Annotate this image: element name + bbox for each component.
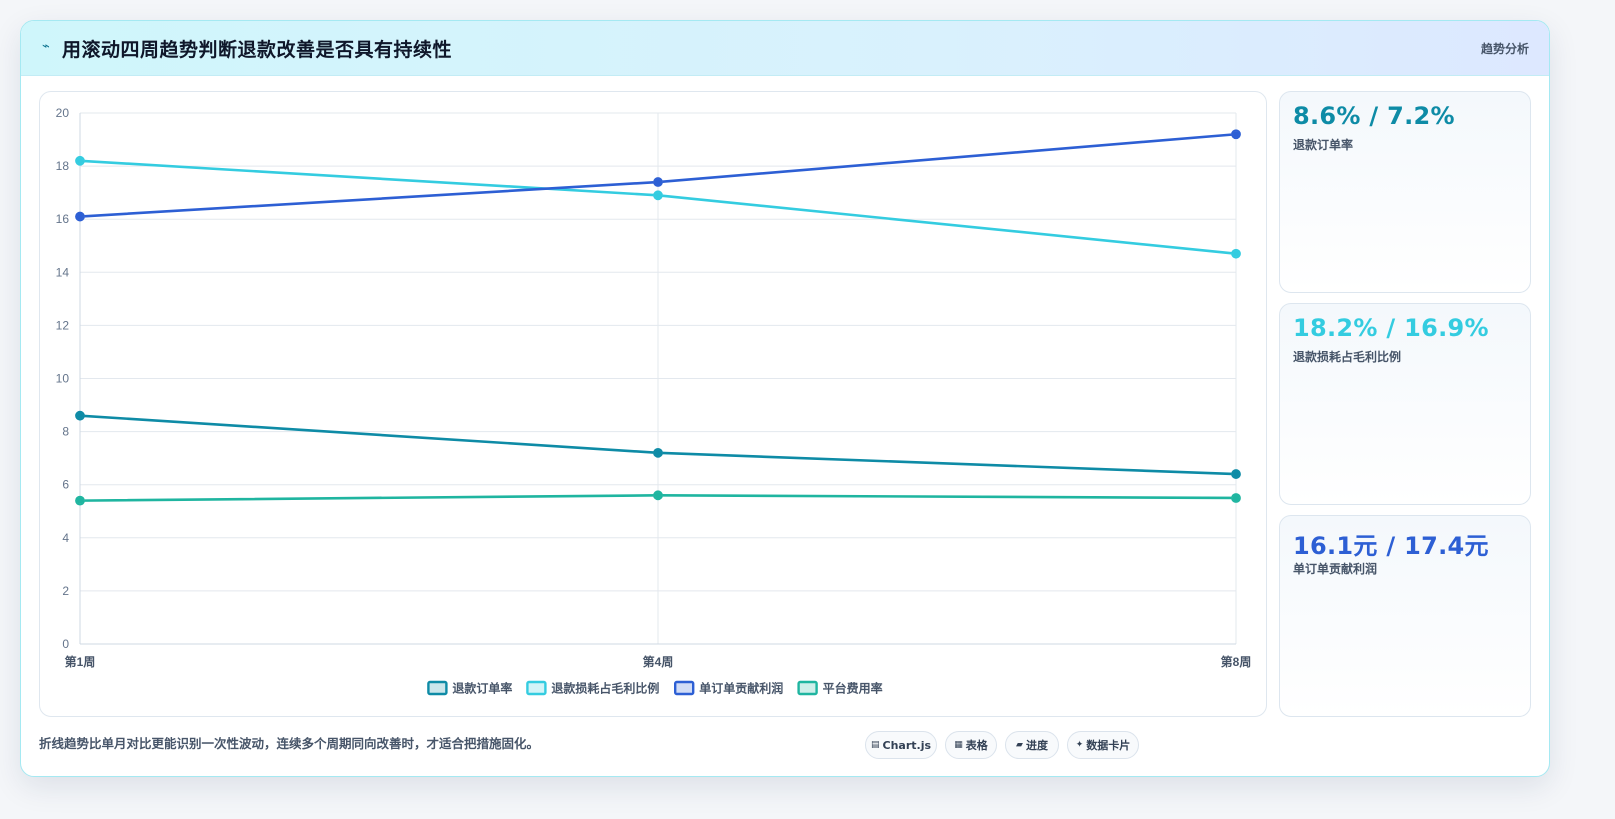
legend-label: 退款订单率	[452, 681, 512, 696]
y-tick-label: 2	[62, 584, 69, 598]
chip-data-card[interactable]: ✦ 数据卡片	[1067, 731, 1139, 759]
page-title: 用滚动四周趋势判断退款改善是否具有持续性	[62, 39, 453, 61]
data-point-ring	[653, 447, 663, 458]
lightning-icon: ⌁	[42, 39, 50, 54]
data-point-ring	[75, 410, 85, 421]
chip-label: 进度	[1025, 739, 1048, 752]
legend-swatch	[427, 680, 448, 696]
legend-label: 平台费用率	[823, 681, 883, 696]
kpi-label: 退款损耗占毛利比例	[1293, 350, 1402, 364]
kpi-label: 单订单贡献利润	[1293, 562, 1378, 576]
data-point-ring	[1231, 493, 1241, 503]
table-icon: ▦	[954, 740, 963, 750]
trend-card: ⌁ 用滚动四周趋势判断退款改善是否具有持续性 趋势分析 0 2 4 6 8 10 12 14 1…	[20, 20, 1550, 777]
y-tick-label: 4	[62, 531, 69, 545]
chart-panel: 0 2 4 6 8 10 12 14 16 18 20 第1周 第4周 第8周退款订单率 退款损耗占毛利比例…	[39, 91, 1267, 717]
chip-label: 表格	[965, 739, 988, 752]
chip-chartjs[interactable]: ▤ Chart.js	[865, 731, 937, 759]
kpi-card-profit-per-order: 16.1元 / 17.4元 单订单贡献利润	[1279, 515, 1531, 717]
card-icon: ✦	[1075, 740, 1084, 750]
data-point-ring	[75, 495, 85, 506]
legend-item-1: 退款订单率	[427, 680, 512, 696]
chip-label: Chart.js	[882, 738, 932, 752]
y-tick-label: 6	[62, 478, 69, 492]
x-tick-label: 第1周	[65, 654, 96, 669]
x-tick-label: 第4周	[643, 654, 674, 669]
data-point-ring	[75, 211, 85, 222]
x-tick-label: 第8周	[1221, 654, 1252, 669]
legend-item-2: 退款损耗占毛利比例	[526, 680, 659, 696]
data-point-ring	[1231, 248, 1241, 259]
chip-label: 数据卡片	[1086, 739, 1131, 752]
data-point-ring	[653, 177, 663, 187]
progress-icon: ▰	[1016, 740, 1023, 750]
chart-icon: ▤	[870, 740, 880, 750]
legend-swatch	[526, 680, 547, 696]
y-tick-label: 10	[56, 372, 70, 386]
y-tick-label: 18	[56, 159, 70, 173]
y-tick-label: 16	[56, 212, 70, 226]
legend-label: 退款损耗占毛利比例	[551, 681, 659, 696]
kpi-label: 退款订单率	[1293, 138, 1354, 152]
chip-table[interactable]: ▦ 表格	[945, 731, 997, 759]
kpi-value: 18.2% / 16.9%	[1293, 314, 1489, 342]
y-tick-label: 14	[56, 265, 70, 279]
data-point-ring	[1231, 129, 1241, 140]
trend-analysis-tag: 趋势分析	[1480, 42, 1529, 56]
chip-progress[interactable]: ▰ 进度	[1005, 731, 1059, 759]
footer-note: 折线趋势比单月对比更能识别一次性波动，连续多个周期同向改善时，才适合把措施固化。	[39, 736, 540, 751]
legend-swatch	[674, 680, 695, 696]
card-header: ⌁ 用滚动四周趋势判断退款改善是否具有持续性 趋势分析	[21, 21, 1549, 76]
kpi-value: 16.1元 / 17.4元	[1293, 532, 1489, 560]
kpi-value: 8.6% / 7.2%	[1293, 102, 1455, 130]
data-point-ring	[1231, 469, 1241, 479]
kpi-card-refund-loss-ratio: 18.2% / 16.9% 退款损耗占毛利比例	[1279, 303, 1531, 505]
kpi-card-refund-rate: 8.6% / 7.2% 退款订单率	[1279, 91, 1531, 293]
data-point-ring	[653, 490, 663, 501]
legend-item-4: 平台费用率	[797, 680, 883, 696]
y-tick-label: 12	[56, 318, 70, 332]
y-tick-label: 20	[56, 106, 70, 120]
y-tick-label: 0	[62, 637, 69, 651]
data-point-ring	[653, 190, 663, 201]
data-point-ring	[75, 155, 85, 166]
legend-label: 单订单贡献利润	[699, 681, 783, 696]
legend-item-3: 单订单贡献利润	[674, 680, 783, 696]
y-tick-label: 8	[62, 425, 69, 439]
legend-swatch	[797, 680, 818, 696]
